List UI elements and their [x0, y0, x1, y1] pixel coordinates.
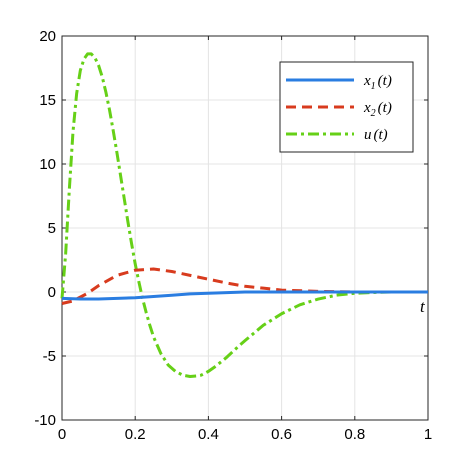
- x-axis-ticks: 0 0.2 0.4 0.6 0.8 1: [58, 36, 432, 443]
- x-tick-label: 0.2: [125, 426, 146, 443]
- y-tick-label: 0: [48, 284, 56, 301]
- legend-entry-label: u (t): [364, 127, 388, 143]
- x-axis-label: t: [420, 297, 426, 316]
- x-tick-label: 0: [58, 426, 66, 443]
- x-tick-label: 0.6: [271, 426, 292, 443]
- series-line-x1: [61, 290, 428, 301]
- y-tick-label: 20: [39, 28, 56, 45]
- y-axis-ticks: -10 -5 0 5 10 15 20: [34, 28, 428, 429]
- x-tick-label: 0.8: [344, 426, 365, 443]
- y-tick-label: -5: [43, 348, 56, 365]
- legend-entry-label: x2 (t): [363, 100, 392, 119]
- series-line-u: [60, 52, 428, 378]
- y-tick-label: 15: [39, 92, 56, 109]
- legend-entry-label: x1 (t): [363, 73, 392, 92]
- legend-box: [279, 61, 414, 153]
- y-tick-label: 10: [39, 156, 56, 173]
- y-tick-label: -10: [34, 412, 56, 429]
- x-tick-label: 0.4: [198, 426, 219, 443]
- x-tick-label: 1: [424, 426, 432, 443]
- series-lines: [60, 52, 428, 378]
- legend: x1 (t) x2 (t) u (t): [279, 61, 414, 153]
- y-tick-label: 5: [48, 220, 56, 237]
